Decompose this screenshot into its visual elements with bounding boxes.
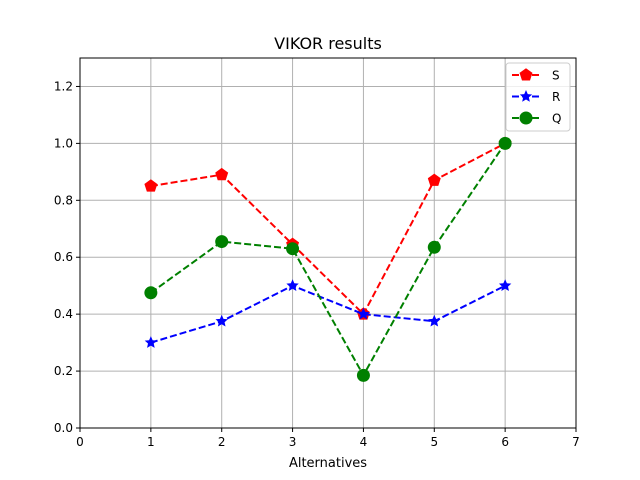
- series-s-line: [150, 142, 506, 316]
- axis-ticks: 0 1 2 3 4 5 6 7 0.0 0.2 0.4 0.6 0.8 1.0 1.2: [54, 79, 580, 449]
- chart-title: VIKOR results: [274, 34, 382, 53]
- x-tick-label: 0: [76, 435, 84, 449]
- series-q-point: [144, 286, 158, 300]
- y-tick-label: 0.6: [54, 250, 73, 264]
- legend-q-marker: [519, 111, 533, 125]
- y-tick-label: 0.0: [54, 421, 73, 435]
- y-tick-label: 1.2: [54, 79, 73, 93]
- series-r: [144, 279, 512, 348]
- series-q-point: [427, 240, 441, 254]
- x-tick-label: 7: [572, 435, 580, 449]
- series-q: [144, 136, 512, 382]
- series-r-point: [498, 279, 512, 291]
- x-tick-label: 3: [289, 435, 297, 449]
- legend-r-label: R: [552, 90, 560, 104]
- legend-q-label: Q: [552, 112, 561, 126]
- y-tick-label: 0.4: [54, 307, 73, 321]
- legend-s-marker: [519, 68, 533, 81]
- series-s: [144, 136, 512, 320]
- y-tick-label: 1.0: [54, 136, 73, 150]
- x-tick-label: 4: [360, 435, 368, 449]
- x-tick-label: 2: [218, 435, 226, 449]
- plot-frame: [79, 57, 577, 429]
- legend-r-marker: [519, 90, 533, 102]
- x-axis-label: Alternatives: [289, 456, 367, 471]
- series-q-point: [498, 136, 512, 150]
- y-tick-label: 0.2: [54, 364, 73, 378]
- series-s-point: [215, 167, 229, 181]
- series-s-point: [144, 179, 158, 192]
- x-tick-label: 6: [501, 435, 509, 449]
- x-tick-label: 5: [430, 435, 438, 449]
- series-q-point: [286, 242, 300, 256]
- grid-lines: [80, 58, 576, 428]
- series-r-point: [357, 307, 370, 320]
- y-tick-label: 0.8: [54, 193, 73, 207]
- series-q-point: [215, 235, 229, 249]
- legend: SRQ: [505, 62, 571, 132]
- series-r-point: [144, 336, 158, 348]
- series-r-line: [150, 284, 506, 344]
- x-tick-label: 1: [147, 435, 155, 449]
- series-s-point: [427, 173, 441, 186]
- series-q-point: [356, 368, 370, 382]
- series-q-line: [150, 142, 506, 378]
- series-r-point: [428, 314, 441, 327]
- series-r-point: [215, 314, 228, 327]
- legend-s-label: S: [552, 69, 560, 83]
- series-r-point: [286, 279, 299, 291]
- series-layer: [144, 136, 512, 382]
